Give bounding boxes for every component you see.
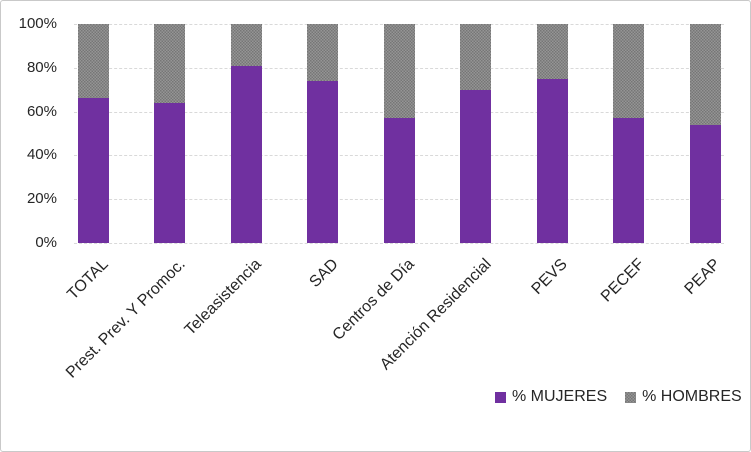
y-axis-tick-label: 80% xyxy=(26,58,57,76)
bar-segment-hombres[interactable] xyxy=(307,24,338,81)
bar-group xyxy=(460,24,491,243)
bar-group xyxy=(383,24,415,243)
bar-segment-mujeres[interactable] xyxy=(460,89,491,243)
bar-segment-mujeres[interactable] xyxy=(383,118,415,243)
x-axis-category-label: SAD xyxy=(305,255,342,291)
x-axis-category-label: Teleasistencia xyxy=(181,255,265,339)
bar-segment-hombres[interactable] xyxy=(77,24,109,99)
plot-area xyxy=(74,24,724,244)
bar-group xyxy=(154,24,185,243)
bar-segment-hombres[interactable] xyxy=(613,24,644,119)
bar-segment-hombres[interactable] xyxy=(230,24,262,66)
bar-segment-mujeres[interactable] xyxy=(307,80,338,243)
bar-segment-hombres[interactable] xyxy=(689,24,721,125)
bar-segment-mujeres[interactable] xyxy=(77,98,109,243)
bar-group xyxy=(689,24,721,243)
gridline xyxy=(74,243,724,244)
bar-group xyxy=(613,24,644,243)
y-axis-tick-label: 20% xyxy=(26,190,57,208)
bar-group xyxy=(230,24,262,243)
bar-segment-mujeres[interactable] xyxy=(613,118,644,243)
legend-item[interactable]: % MUJERES xyxy=(495,388,607,406)
x-axis-category-label: Atención Residencial xyxy=(376,255,495,374)
y-axis-tick-label: 40% xyxy=(26,146,57,164)
bar-segment-hombres[interactable] xyxy=(154,24,185,103)
bar-segment-hombres[interactable] xyxy=(460,24,491,90)
bar-segment-mujeres[interactable] xyxy=(230,65,262,243)
y-axis-tick-label: 0% xyxy=(35,234,57,251)
legend-swatch-icon xyxy=(625,391,637,403)
legend-label: % MUJERES xyxy=(512,388,608,405)
bar-group xyxy=(536,24,568,243)
y-axis-tick-label: 60% xyxy=(26,102,57,120)
bar-segment-mujeres[interactable] xyxy=(154,102,185,243)
legend: % MUJERES % HOMBRES xyxy=(495,388,742,406)
bar-group xyxy=(77,24,109,243)
x-axis-category-label: Prest. Prev. Y Promoc. xyxy=(62,255,189,382)
y-axis-tick-label: 100% xyxy=(18,15,57,32)
bar-segment-mujeres[interactable] xyxy=(536,78,568,243)
bar-group xyxy=(307,24,338,243)
legend-item[interactable]: % HOMBRES xyxy=(625,388,742,406)
bar-segment-mujeres[interactable] xyxy=(689,124,721,243)
legend-label: % HOMBRES xyxy=(642,388,742,405)
bar-segment-hombres[interactable] xyxy=(536,24,568,79)
legend-swatch-icon xyxy=(495,391,506,403)
bar-segment-hombres[interactable] xyxy=(383,24,415,119)
x-axis-category-label: Centros de Día xyxy=(329,255,418,344)
